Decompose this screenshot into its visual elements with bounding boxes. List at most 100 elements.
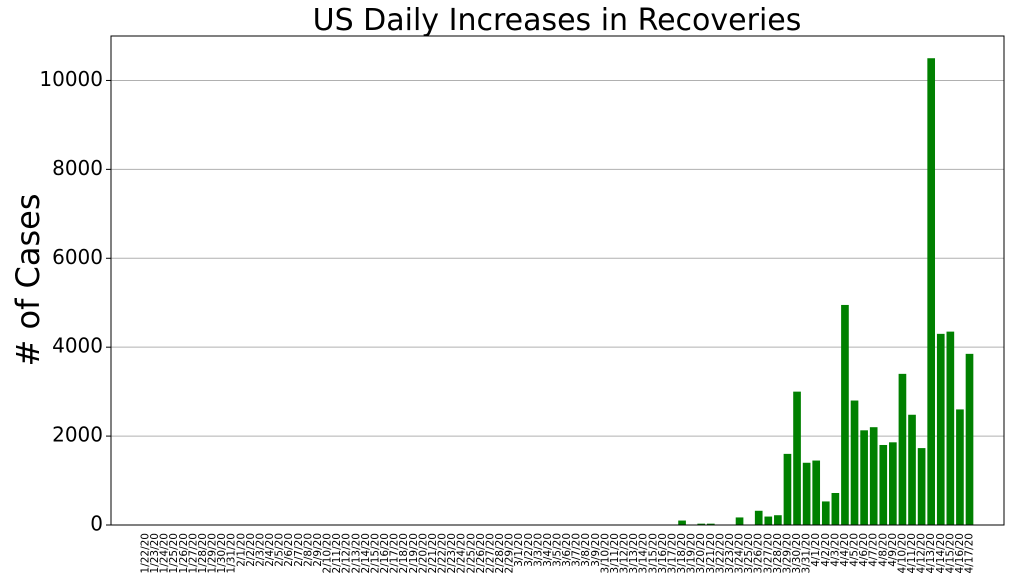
- x-tick-label: 3/9/20: [590, 533, 602, 567]
- bar: [706, 523, 715, 525]
- bar: [697, 523, 706, 525]
- x-tick-label: 4/12/20: [916, 533, 928, 573]
- y-tick-label: 6000: [52, 245, 103, 269]
- x-tick-label: 2/20/20: [417, 533, 429, 573]
- x-tick-label: 2/1/20: [235, 533, 247, 567]
- x-tick-label: 3/1/20: [513, 533, 525, 567]
- x-tick-label: 3/29/20: [781, 533, 793, 573]
- x-tick-label: 3/2/20: [523, 533, 535, 567]
- x-tick-label: 2/11/20: [331, 533, 343, 573]
- x-tick-label: 3/14/20: [638, 533, 650, 573]
- x-tick-label: 3/5/20: [552, 533, 564, 567]
- bar: [908, 414, 916, 525]
- x-tick-label: 4/17/20: [964, 533, 976, 573]
- x-tick-label: 2/23/20: [446, 533, 458, 573]
- x-tick-label: 1/25/20: [168, 533, 180, 573]
- bar: [946, 331, 955, 525]
- x-tick-label: 2/10/20: [322, 533, 334, 573]
- x-tick-label: 2/17/20: [389, 533, 401, 573]
- bar: [956, 409, 964, 525]
- x-tick-label: 4/3/20: [829, 533, 841, 567]
- x-tick-label: 1/23/20: [149, 533, 161, 573]
- x-tick-label: 3/6/20: [561, 533, 573, 567]
- bar: [774, 515, 782, 525]
- x-tick-label: 3/31/20: [801, 533, 813, 573]
- x-tick-label: 3/7/20: [571, 533, 583, 567]
- x-tick-label: 3/8/20: [580, 533, 592, 567]
- bar: [812, 460, 821, 525]
- x-tick-label: 2/12/20: [341, 533, 353, 573]
- x-tick-label: 1/31/20: [226, 533, 238, 573]
- y-tick-label: 4000: [52, 334, 103, 358]
- x-tick-label: 2/5/20: [274, 533, 286, 567]
- x-tick-label: 2/29/20: [504, 533, 516, 573]
- x-tick-label: 4/13/20: [925, 533, 937, 573]
- bar: [927, 58, 936, 526]
- x-tick-label: 4/6/20: [858, 533, 870, 567]
- bar: [783, 453, 792, 525]
- y-tick-label: 0: [90, 512, 103, 536]
- x-tick-label: 3/24/20: [734, 533, 746, 573]
- x-tick-label: 4/14/20: [935, 533, 947, 573]
- x-tick-label: 1/22/20: [139, 533, 151, 573]
- bar: [678, 520, 686, 525]
- x-tick-label: 2/16/20: [379, 533, 391, 573]
- bar: [802, 462, 811, 525]
- x-tick-label: 1/29/20: [207, 533, 219, 573]
- bar: [889, 442, 897, 525]
- x-tick-label: 2/18/20: [398, 533, 410, 573]
- x-tick-label: 3/27/20: [762, 533, 774, 573]
- x-tick-label: 2/28/20: [494, 533, 506, 573]
- y-tick-label: 8000: [52, 156, 103, 180]
- x-tick-label: 2/22/20: [437, 533, 449, 573]
- bar: [831, 492, 840, 525]
- x-tick-label: 3/12/20: [619, 533, 631, 573]
- bar: [869, 427, 878, 525]
- x-tick-label: 3/17/20: [666, 533, 678, 573]
- x-tick-label: 3/28/20: [772, 533, 784, 573]
- bar: [850, 400, 859, 525]
- x-tick-label: 2/24/20: [456, 533, 468, 573]
- x-tick-label: 2/21/20: [427, 533, 439, 573]
- x-tick-label: 2/7/20: [293, 533, 305, 567]
- x-tick-label: 3/30/20: [791, 533, 803, 573]
- x-tick-label: 4/5/20: [849, 533, 861, 567]
- bar: [965, 353, 974, 525]
- x-tick-label: 4/8/20: [877, 533, 889, 567]
- x-tick-label: 3/11/20: [609, 533, 621, 573]
- x-tick-label: 3/25/20: [743, 533, 755, 573]
- y-axis-label: # of Cases: [9, 194, 47, 367]
- x-tick-label: 2/6/20: [283, 533, 295, 567]
- x-tick-label: 4/7/20: [868, 533, 880, 567]
- x-tick-label: 3/15/20: [647, 533, 659, 573]
- x-tick-label: 1/24/20: [159, 533, 171, 573]
- bar: [821, 501, 830, 525]
- x-tick-label: 3/18/20: [676, 533, 688, 573]
- x-tick-label: 3/13/20: [628, 533, 640, 573]
- bar: [898, 373, 907, 525]
- bar: [860, 430, 868, 525]
- x-tick-label: 3/23/20: [724, 533, 736, 573]
- x-tick-label: 3/20/20: [695, 533, 707, 573]
- bar: [764, 516, 773, 525]
- x-tick-label: 2/13/20: [350, 533, 362, 573]
- chart-title: US Daily Increases in Recoveries: [313, 3, 802, 38]
- x-tick-label: 2/26/20: [475, 533, 487, 573]
- x-tick-label: 2/25/20: [465, 533, 477, 573]
- bar: [841, 304, 849, 525]
- x-tick-label: 3/3/20: [532, 533, 544, 567]
- bar: [879, 444, 888, 525]
- x-tick-label: 1/30/20: [216, 533, 228, 573]
- x-tick-label: 2/3/20: [254, 533, 266, 567]
- bar: [936, 333, 945, 525]
- x-tick-label: 3/19/20: [686, 533, 698, 573]
- x-tick-label: 3/21/20: [705, 533, 717, 573]
- bar: [735, 517, 744, 525]
- x-tick-label: 1/28/20: [197, 533, 209, 573]
- x-tick-label: 4/11/20: [906, 533, 918, 573]
- x-tick-label: 4/1/20: [810, 533, 822, 567]
- x-tick-label: 3/10/20: [599, 533, 611, 573]
- y-tick-label: 10000: [39, 67, 103, 91]
- x-tick-label: 2/4/20: [264, 533, 276, 567]
